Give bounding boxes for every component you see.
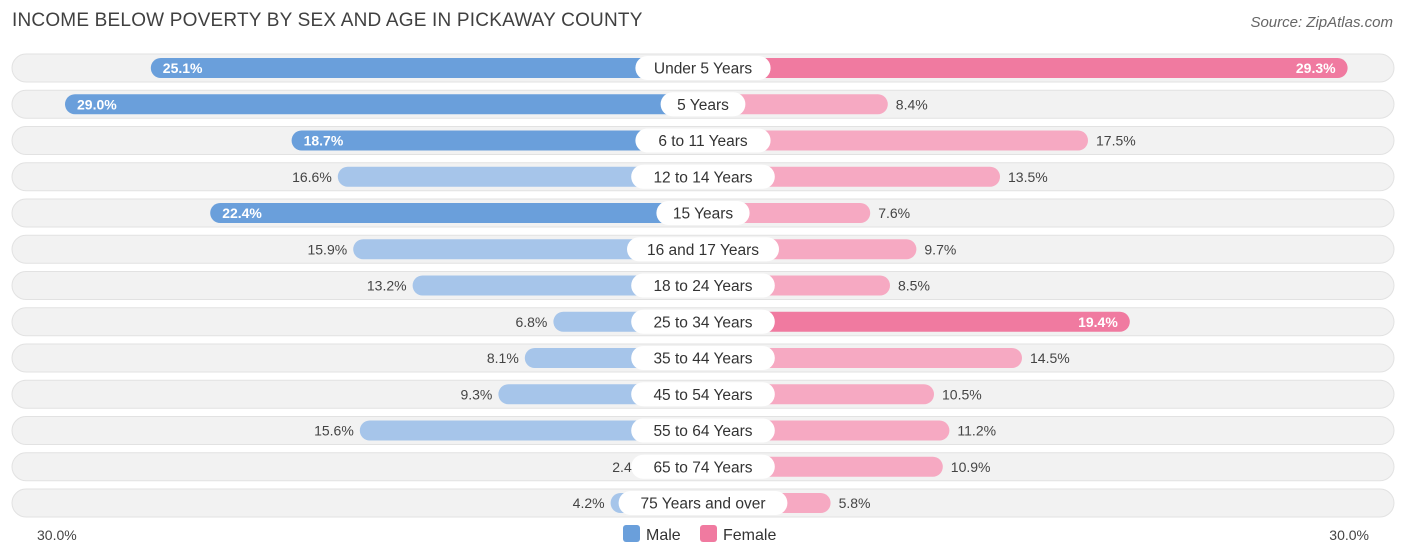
female-bar	[703, 311, 1130, 332]
category-label: 5 Years	[677, 97, 729, 114]
male-bar	[150, 58, 704, 78]
category-label: 45 to 54 Years	[653, 387, 752, 404]
category-label: 25 to 34 Years	[653, 314, 752, 331]
male-bar	[65, 94, 703, 115]
male-value-label: 16.6%	[292, 169, 332, 185]
category-label: 35 to 44 Years	[653, 351, 752, 368]
female-bar	[703, 94, 888, 115]
category-label: 75 Years and over	[641, 496, 766, 513]
chart-source: Source: ZipAtlas.com	[1250, 14, 1393, 31]
axis-label-left: 30.0%	[37, 527, 77, 543]
category-pill	[627, 237, 779, 262]
category-pill	[618, 491, 788, 515]
chart-title: INCOME BELOW POVERTY BY SEX AND AGE IN P…	[12, 10, 643, 31]
category-pill	[635, 56, 771, 80]
female-value-label: 7.6%	[878, 205, 910, 221]
male-value-label: 18.7%	[304, 133, 344, 149]
female-value-label: 10.9%	[951, 459, 991, 475]
male-value-label: 15.6%	[314, 423, 354, 439]
female-value-label: 14.5%	[1030, 350, 1070, 366]
female-value-label: 29.3%	[1296, 60, 1336, 76]
axis-label-right: 30.0%	[1329, 527, 1369, 543]
category-label: 6 to 11 Years	[658, 133, 748, 150]
male-bar	[291, 130, 703, 151]
category-pill	[656, 201, 750, 225]
category-pill	[631, 346, 775, 370]
category-pill	[631, 418, 775, 443]
category-label: 15 Years	[673, 206, 734, 223]
female-value-label: 13.5%	[1008, 169, 1048, 185]
category-pill	[631, 454, 775, 479]
female-bar	[703, 130, 1088, 151]
male-value-label: 9.3%	[460, 386, 492, 402]
category-label: Under 5 Years	[654, 61, 752, 78]
category-label: 55 to 64 Years	[653, 423, 752, 440]
male-value-label: 25.1%	[163, 60, 203, 76]
male-bar	[412, 275, 703, 296]
category-pill	[660, 92, 746, 117]
category-pill	[635, 128, 771, 153]
category-label: 18 to 24 Years	[653, 278, 752, 295]
male-value-label: 6.8%	[515, 314, 547, 330]
female-value-label: 8.4%	[896, 96, 928, 112]
male-value-label: 8.1%	[487, 350, 519, 366]
legend-female-label: Female	[723, 527, 776, 544]
male-value-label: 4.2%	[573, 495, 605, 511]
male-value-label: 29.0%	[77, 96, 117, 112]
female-value-label: 17.5%	[1096, 133, 1136, 149]
category-pill	[631, 273, 775, 298]
female-value-label: 10.5%	[942, 386, 982, 402]
male-bar	[210, 203, 703, 223]
male-value-label: 15.9%	[307, 241, 347, 257]
category-label: 12 to 14 Years	[653, 169, 752, 186]
female-value-label: 11.2%	[957, 423, 996, 439]
male-value-label: 13.2%	[367, 278, 407, 294]
female-bar	[703, 58, 1348, 78]
female-value-label: 9.7%	[924, 241, 956, 257]
category-pill	[631, 382, 775, 407]
legend-male-swatch	[623, 525, 640, 542]
male-bar	[337, 166, 703, 187]
category-pill	[631, 309, 775, 334]
category-pill	[631, 164, 775, 189]
female-bar	[703, 348, 1022, 368]
female-bar	[703, 166, 1000, 187]
male-bar	[353, 239, 703, 260]
female-value-label: 8.5%	[898, 278, 930, 294]
legend-male-label: Male	[646, 527, 681, 544]
category-label: 65 to 74 Years	[653, 459, 752, 476]
male-bar	[359, 420, 703, 441]
female-value-label: 5.8%	[839, 495, 871, 511]
category-label: 16 and 17 Years	[647, 242, 759, 259]
legend-female-swatch	[700, 525, 717, 542]
male-value-label: 22.4%	[222, 205, 262, 221]
female-value-label: 19.4%	[1078, 314, 1118, 330]
